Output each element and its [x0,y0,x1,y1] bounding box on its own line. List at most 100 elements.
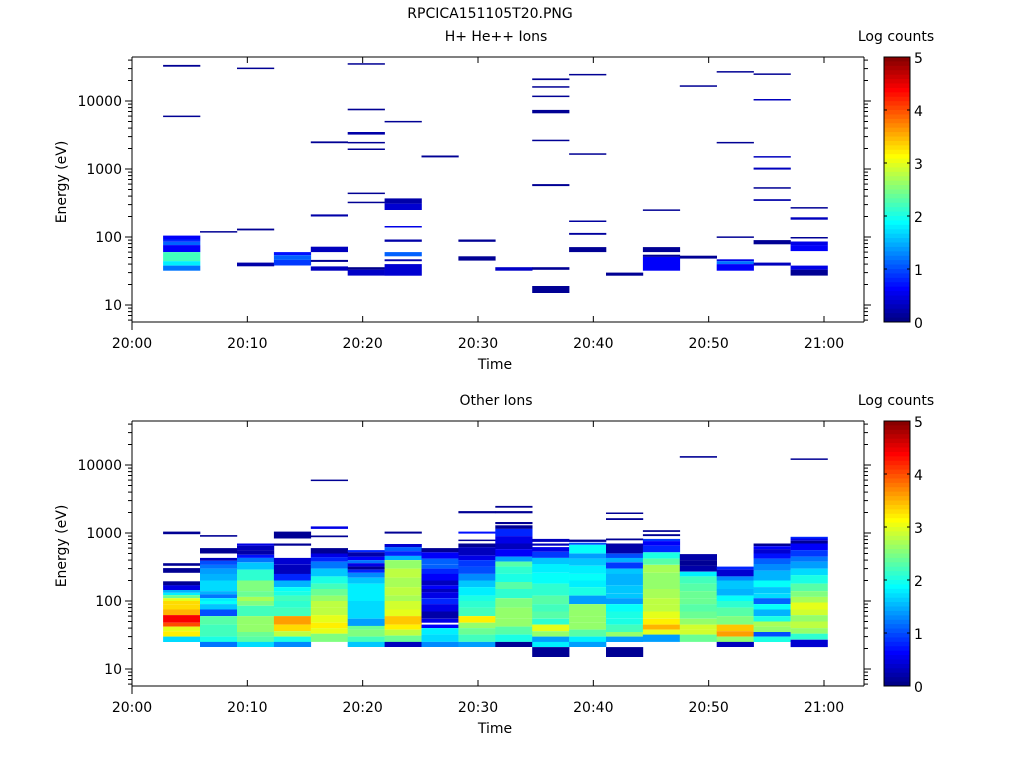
top-spectrogram-cell [753,99,791,101]
bottom-spectrogram-cell [790,609,828,616]
bottom-spectrogram-cell [310,622,348,629]
top-spectrogram-cell [163,265,201,271]
bottom-spectrogram-cell [716,576,754,581]
top-colorbar-segment [884,295,910,301]
bottom-spectrogram-cell [642,589,681,599]
bottom-spectrogram-cell [642,541,681,546]
bottom-spectrogram-cell [458,634,496,642]
top-colorbar-segment [884,211,910,217]
top-colorbar-segment [884,140,910,146]
bottom-colorbar-segment [884,438,910,444]
bottom-spectrogram-cell [532,647,570,657]
bottom-colorbar-segment [884,447,910,453]
top-spectrogram-cell [753,73,791,75]
top-colorbar-tick-label: 5 [914,51,923,67]
bottom-spectrogram-cell [237,636,275,642]
bottom-spectrogram-cell [310,557,348,562]
top-colorbar-frame [883,56,911,323]
bottom-xlabel: Time [477,721,513,737]
top-colorbar-segment [884,123,910,129]
bottom-spectrogram-cell [347,636,385,642]
bottom-colorbar-segment [884,549,910,554]
bottom-spectrogram-cell [347,566,385,570]
bottom-colorbar-segment [884,451,910,457]
bottom-spectrogram-cell [347,552,385,557]
bottom-spectrogram-cell [679,583,717,591]
top-colorbar-segment [884,163,910,168]
bottom-spectrogram-cell [384,641,422,647]
bottom-spectrogram-cell [384,544,422,548]
bottom-spectrogram-cell [347,569,385,573]
top-colorbar-label: Log counts [857,29,935,45]
top-spectrogram-cell [273,259,312,266]
bottom-spectrogram-cell [163,604,201,610]
bottom-spectrogram-cell [753,626,791,632]
bottom-spectrogram-cell [716,631,754,637]
bottom-spectrogram-cell [790,550,828,557]
top-colorbar-segment [884,132,910,137]
bottom-spectrogram-cell [200,535,238,537]
bottom-spectrogram-cell [495,582,533,589]
top-colorbar-segment [884,101,910,106]
top-spectrogram-cell [310,246,348,253]
top-colorbar-segment [884,167,910,173]
bottom-spectrogram-cell [532,611,570,619]
bottom-spectrogram-cell [163,568,201,573]
bottom-spectrogram-cell [569,558,607,566]
bottom-spectrogram-cell [679,624,717,630]
bottom-spectrogram-cell [237,569,275,581]
bottom-spectrogram-cell [384,560,422,569]
top-colorbar-segment [884,180,910,186]
bottom-spectrogram-cell [753,636,791,642]
bottom-spectrogram-cell [790,458,828,460]
bottom-spectrogram-cell [310,561,348,569]
top-spectrogram-cell [790,241,828,246]
bottom-spectrogram-cell [421,618,459,623]
bottom-spectrogram-cell [642,530,681,532]
bottom-spectrogram-cell [421,573,459,581]
top-spectrogram-cell [384,259,422,262]
bottom-spectrogram-cell [200,641,238,647]
top-spectrogram-cell [716,259,754,262]
bottom-spectrogram-cell [458,511,496,514]
top-colorbar-tick-label: 1 [914,263,923,279]
bottom-spectrogram-cell [384,587,422,596]
top-xlabel: Time [477,357,513,373]
bottom-spectrogram-cell [753,553,791,559]
bottom-spectrogram-cell [642,629,681,635]
bottom-colorbar-segment [884,540,910,546]
top-colorbar-tick-label: 3 [914,157,923,173]
bottom-spectrogram-cell [384,635,422,642]
top-spectrogram-cell [716,264,754,271]
bottom-spectrogram-cell [495,522,533,525]
bottom-spectrogram-cell [200,609,238,617]
bottom-colorbar-segment [884,469,910,475]
bottom-spectrogram-cell [606,553,644,558]
bottom-spectrogram-cell [495,505,533,508]
bottom-spectrogram-cell [421,598,459,605]
bottom-x-tick-label: 20:10 [227,700,267,716]
top-colorbar-segment [884,74,910,80]
bottom-spectrogram-cell [200,636,238,642]
bottom-spectrogram-cell [384,624,422,630]
top-spectrogram-cell [753,156,791,158]
top-spectrogram-cell [347,141,385,144]
bottom-colorbar-segment [884,535,910,541]
top-spectrogram-cell [753,262,791,266]
bottom-spectrogram-cell [606,636,644,642]
bottom-spectrogram-cell [310,526,348,529]
bottom-spectrogram-cell [716,580,754,589]
top-spectrogram-cell [237,67,275,70]
top-colorbar-segment [884,251,910,257]
bottom-spectrogram-cell [532,572,570,584]
bottom-spectrogram-cell [200,580,238,591]
bottom-colorbar-tick-label: 0 [914,680,923,696]
bottom-spectrogram-cell [458,547,496,556]
bottom-spectrogram-cell [458,641,496,647]
top-spectrogram-cell [384,252,422,257]
bottom-spectrogram-cell [569,539,607,542]
bottom-spectrogram-cell [569,629,607,637]
bottom-spectrogram-cell [163,595,201,599]
top-colorbar-segment [884,313,910,318]
bottom-spectrogram-cell [310,595,348,601]
